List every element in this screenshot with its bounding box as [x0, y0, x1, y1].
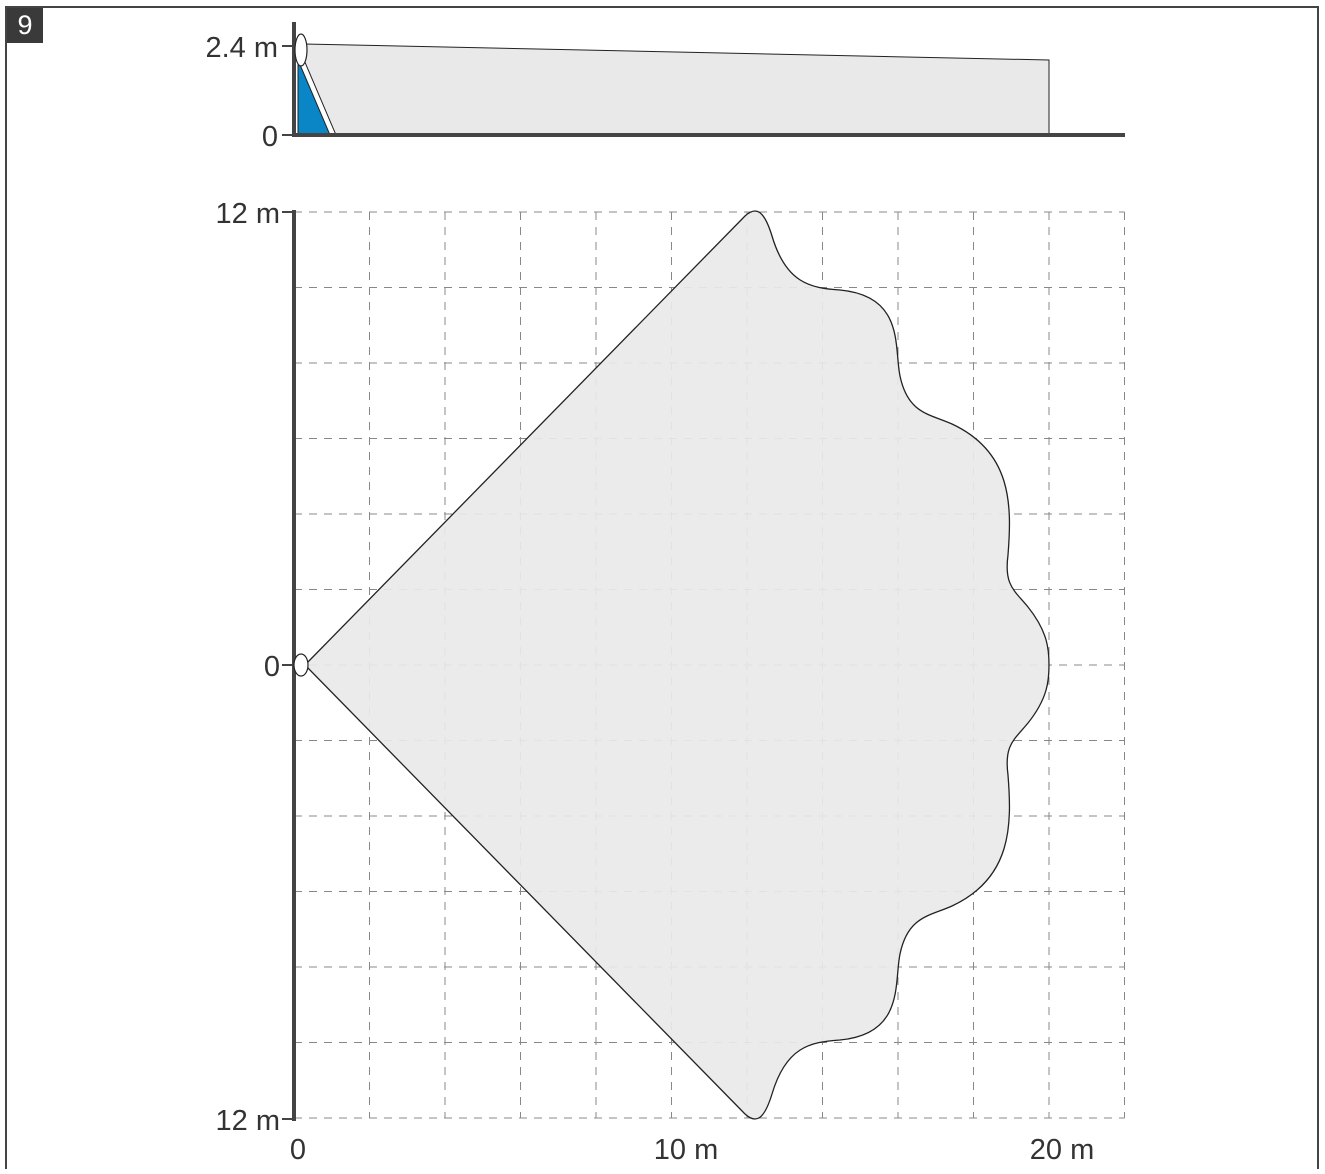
figure-border	[5, 6, 1319, 1174]
side-tick-label-2-4: 2.4 m	[205, 32, 278, 64]
top-coverage-area	[304, 210, 1050, 1120]
top-x-tick-label-10: 10 m	[654, 1134, 718, 1166]
side-tick-label-0: 0	[262, 121, 278, 153]
detector-top-icon	[293, 653, 309, 677]
side-view: 2.4 m 0	[205, 22, 1125, 153]
top-view: 12 m 0 12 m 0 10 m 20 m	[216, 198, 1125, 1166]
top-y-tick-label-12: 12 m	[216, 198, 280, 230]
detector-side-icon	[294, 33, 308, 67]
top-y-tick-label-0: 0	[264, 651, 280, 683]
side-coverage-area	[303, 43, 1050, 136]
top-x-tick-label-0: 0	[290, 1134, 306, 1166]
top-x-tick-label-20: 20 m	[1030, 1134, 1094, 1166]
top-y-tick-label-minus-12: 12 m	[216, 1105, 280, 1137]
figure-number-badge: 9	[7, 8, 43, 43]
